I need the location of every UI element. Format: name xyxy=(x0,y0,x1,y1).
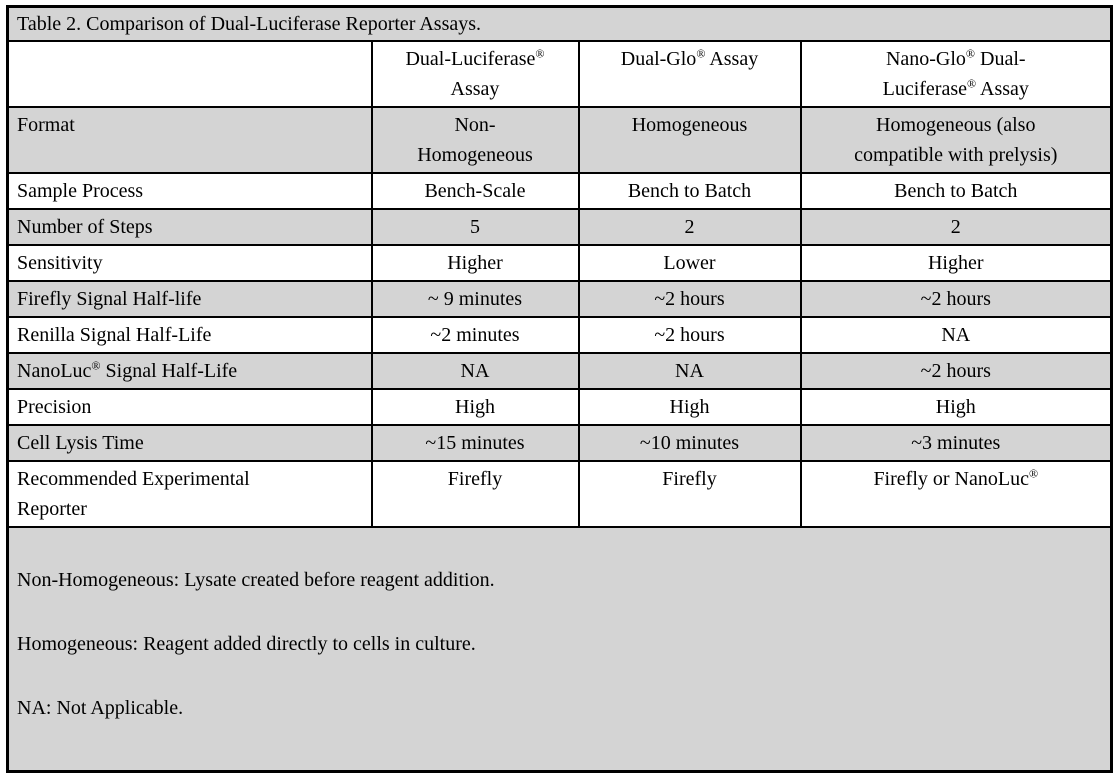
table-cell: Higher xyxy=(370,244,580,282)
row-label: Format xyxy=(6,106,373,174)
table-cell: High xyxy=(577,388,802,426)
row-label: Renilla Signal Half-Life xyxy=(6,316,373,354)
table-cell: Lower xyxy=(577,244,802,282)
table-row-nanoluc-half-life: NanoLuc® Signal Half-Life NA NA ~2 hours xyxy=(6,352,1113,390)
table-cell: NA xyxy=(577,352,802,390)
table-cell: ~15 minutes xyxy=(370,424,580,462)
column-header-dual-glo: Dual-Glo® Assay xyxy=(577,40,802,108)
table-cell: Firefly xyxy=(577,460,802,528)
table-row-format: Format Non- Homogeneous Homogeneous Homo… xyxy=(6,106,1113,174)
table-row-precision: Precision High High High xyxy=(6,388,1113,426)
table-cell: ~2 hours xyxy=(577,316,802,354)
table-row-number-of-steps: Number of Steps 5 2 2 xyxy=(6,208,1113,246)
table-cell: 2 xyxy=(799,208,1113,246)
table-cell: ~ 9 minutes xyxy=(370,280,580,318)
comparison-table: Table 2. Comparison of Dual-Luciferase R… xyxy=(6,5,1114,773)
table-cell: Homogeneous (also compatible with prelys… xyxy=(799,106,1113,174)
table-cell: ~10 minutes xyxy=(577,424,802,462)
table-cell: High xyxy=(370,388,580,426)
table-cell: Bench to Batch xyxy=(577,172,802,210)
row-label: Precision xyxy=(6,388,373,426)
table-row-cell-lysis-time: Cell Lysis Time ~15 minutes ~10 minutes … xyxy=(6,424,1113,462)
table-row-sample-process: Sample Process Bench-Scale Bench to Batc… xyxy=(6,172,1113,210)
table-row-renilla-half-life: Renilla Signal Half-Life ~2 minutes ~2 h… xyxy=(6,316,1113,354)
footnote: Non-Homogeneous: Lysate created before r… xyxy=(17,569,495,591)
row-label: Sensitivity xyxy=(6,244,373,282)
table-row-recommended-reporter: Recommended Experimental Reporter Firefl… xyxy=(6,460,1113,528)
table-cell: ~3 minutes xyxy=(799,424,1113,462)
table-cell: NA xyxy=(799,316,1113,354)
table-cell: Firefly xyxy=(370,460,580,528)
footnote: Homogeneous: Reagent added directly to c… xyxy=(17,633,476,655)
table-cell: Higher xyxy=(799,244,1113,282)
table-cell: ~2 hours xyxy=(577,280,802,318)
row-label: Firefly Signal Half-life xyxy=(6,280,373,318)
footnotes: Non-Homogeneous: Lysate created before r… xyxy=(6,526,1113,773)
column-header-empty xyxy=(6,40,373,108)
table-cell: 2 xyxy=(577,208,802,246)
row-label: Recommended Experimental Reporter xyxy=(6,460,373,528)
table-cell: NA xyxy=(370,352,580,390)
row-label: Cell Lysis Time xyxy=(6,424,373,462)
table-cell: ~2 minutes xyxy=(370,316,580,354)
footnote: NA: Not Applicable. xyxy=(17,697,184,719)
row-label: NanoLuc® Signal Half-Life xyxy=(6,352,373,390)
table-cell: ~2 hours xyxy=(799,280,1113,318)
table-row-firefly-half-life: Firefly Signal Half-life ~ 9 minutes ~2 … xyxy=(6,280,1113,318)
table-cell: ~2 hours xyxy=(799,352,1113,390)
table-cell: Non- Homogeneous xyxy=(370,106,580,174)
table-row-sensitivity: Sensitivity Higher Lower Higher xyxy=(6,244,1113,282)
table-cell: Homogeneous xyxy=(577,106,802,174)
footnote-row: Non-Homogeneous: Lysate created before r… xyxy=(6,526,1113,773)
table-cell: High xyxy=(799,388,1113,426)
header-row: Dual-Luciferase® Assay Dual-Glo® Assay N… xyxy=(6,40,1113,108)
table-cell: Firefly or NanoLuc® xyxy=(799,460,1113,528)
table-cell: 5 xyxy=(370,208,580,246)
table-title: Table 2. Comparison of Dual-Luciferase R… xyxy=(6,5,1113,42)
row-label: Sample Process xyxy=(6,172,373,210)
column-header-nano-glo: Nano-Glo® Dual- Luciferase® Assay xyxy=(799,40,1113,108)
table-cell: Bench to Batch xyxy=(799,172,1113,210)
row-label: Number of Steps xyxy=(6,208,373,246)
title-row: Table 2. Comparison of Dual-Luciferase R… xyxy=(6,5,1113,42)
column-header-dual-luciferase: Dual-Luciferase® Assay xyxy=(370,40,580,108)
table-cell: Bench-Scale xyxy=(370,172,580,210)
